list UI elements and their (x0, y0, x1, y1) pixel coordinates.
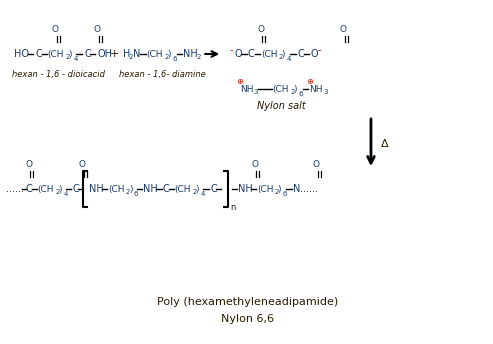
Text: -: - (229, 45, 233, 55)
Text: (CH: (CH (147, 50, 163, 58)
Text: C: C (210, 184, 217, 194)
Text: OH: OH (97, 49, 112, 59)
Text: hexan - 1,6 - dioicacid: hexan - 1,6 - dioicacid (12, 69, 105, 78)
Text: n: n (230, 203, 236, 212)
Text: O: O (313, 160, 320, 169)
Text: 2: 2 (279, 54, 283, 60)
Text: O: O (79, 160, 86, 169)
Text: H: H (123, 49, 130, 59)
Text: O: O (340, 24, 347, 33)
Text: N: N (292, 184, 300, 194)
Text: C: C (298, 49, 304, 59)
Text: 2: 2 (196, 54, 201, 60)
Text: 6: 6 (173, 56, 177, 62)
Text: ): ) (59, 184, 62, 194)
Text: C: C (35, 49, 42, 59)
Text: ⊕: ⊕ (237, 76, 244, 86)
Text: 2: 2 (56, 189, 60, 195)
Text: N: N (133, 49, 140, 59)
Text: (CH: (CH (37, 184, 54, 194)
Text: O: O (311, 49, 318, 59)
Text: (CH: (CH (261, 50, 278, 58)
Text: (CH: (CH (47, 50, 64, 58)
Text: O: O (94, 24, 101, 33)
Text: ): ) (278, 184, 281, 194)
Text: (CH: (CH (257, 184, 274, 194)
Text: 2: 2 (275, 189, 279, 195)
Text: 4: 4 (200, 191, 205, 197)
Text: ): ) (129, 184, 133, 194)
Text: ⊕: ⊕ (306, 76, 313, 86)
Text: 4: 4 (73, 56, 78, 62)
Text: HO: HO (14, 49, 29, 59)
Text: NH: NH (89, 184, 104, 194)
Text: 4: 4 (286, 56, 291, 62)
Text: ): ) (69, 50, 72, 58)
Text: 6: 6 (134, 191, 139, 197)
Text: NH: NH (143, 184, 158, 194)
Text: 2: 2 (129, 54, 133, 60)
Text: 2: 2 (126, 189, 130, 195)
Text: 2: 2 (290, 89, 295, 95)
Text: ): ) (195, 184, 199, 194)
Text: 2: 2 (66, 54, 70, 60)
Text: NH: NH (238, 184, 253, 194)
Text: O: O (234, 49, 242, 59)
Text: C: C (26, 184, 33, 194)
Text: C: C (84, 49, 91, 59)
Text: 3: 3 (323, 89, 328, 95)
Text: O: O (257, 24, 264, 33)
Text: 4: 4 (64, 191, 68, 197)
Text: C: C (72, 184, 79, 194)
Text: Nylon 6,6: Nylon 6,6 (221, 314, 275, 324)
Text: Δ: Δ (381, 139, 388, 149)
Text: O: O (52, 24, 59, 33)
Text: O: O (251, 160, 258, 169)
Text: Nylon salt: Nylon salt (257, 101, 306, 111)
Text: 6: 6 (282, 191, 287, 197)
Text: +: + (109, 49, 119, 59)
Text: ): ) (293, 85, 297, 94)
Text: 2: 2 (192, 189, 197, 195)
Text: NH: NH (240, 85, 253, 94)
Text: C: C (248, 49, 255, 59)
Text: ......: ...... (6, 184, 24, 194)
Text: (CH: (CH (273, 85, 289, 94)
Text: NH: NH (310, 85, 323, 94)
Text: C: C (163, 184, 170, 194)
Text: NH: NH (183, 49, 198, 59)
Text: ......: ...... (300, 184, 317, 194)
Text: (CH: (CH (175, 184, 191, 194)
Text: 2: 2 (165, 54, 169, 60)
Text: 3: 3 (254, 89, 258, 95)
Text: ): ) (168, 50, 171, 58)
Text: hexan - 1,6- diamine: hexan - 1,6- diamine (119, 69, 206, 78)
Text: 6: 6 (299, 91, 303, 97)
Text: O: O (25, 160, 32, 169)
Text: -: - (317, 45, 321, 55)
Text: Poly (hexamethyleneadipamide): Poly (hexamethyleneadipamide) (157, 297, 339, 307)
Text: ): ) (282, 50, 285, 58)
Text: (CH: (CH (108, 184, 125, 194)
